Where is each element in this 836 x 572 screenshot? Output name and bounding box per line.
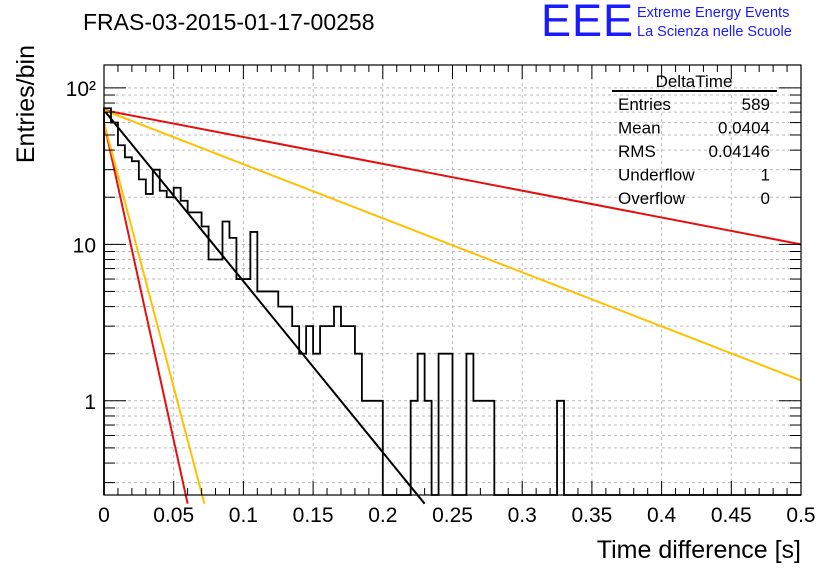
- x-tick-label: 0.4: [647, 504, 677, 527]
- x-tick-label: 0.2: [368, 504, 397, 527]
- stats-row-value: 1: [761, 166, 770, 185]
- stats-row-label: Mean: [618, 119, 661, 138]
- x-tick-label: 0.35: [571, 504, 612, 527]
- stats-row-value: 0: [761, 189, 770, 208]
- stats-row-label: Underflow: [618, 166, 695, 185]
- x-tick-label: 0.3: [508, 504, 537, 527]
- stats-row-label: Entries: [618, 95, 671, 114]
- chart-title: FRAS-03-2015-01-17-00258: [83, 9, 375, 35]
- fit-line: [103, 122, 206, 504]
- x-axis-label: Time difference [s]: [597, 536, 801, 564]
- eee-logo: EEE: [541, 0, 635, 46]
- y-axis-label: Entries/bin: [12, 45, 40, 163]
- x-tick-label: 0: [98, 504, 110, 527]
- brand-line-2: La Scienza nelle Scuole: [637, 24, 792, 40]
- stats-row-value: 589: [742, 95, 770, 114]
- tick-labels: 0 0.05 0.1 0.15 0.2 0.25 0.3 0.35 0.4 0.45 0.51101…: [66, 78, 816, 527]
- fit-lines: [103, 109, 802, 505]
- y-tick-label: 1: [84, 391, 96, 414]
- stats-row-value: 0.04146: [709, 142, 770, 161]
- stats-box: DeltaTime Entries 589 Mean 0.0404 RMS 0.04146…: [612, 72, 777, 208]
- y-tick-label: 10: [73, 234, 96, 257]
- brand-caption: Extreme Energy Events La Scienza nelle S…: [637, 4, 792, 42]
- x-tick-label: 0.5: [786, 504, 815, 527]
- x-tick-label: 0.05: [153, 504, 194, 527]
- brand-line-1: Extreme Energy Events: [637, 5, 790, 21]
- stats-row-label: Overflow: [618, 189, 686, 208]
- stats-title: DeltaTime: [656, 72, 733, 91]
- x-tick-label: 0.1: [229, 504, 258, 527]
- stats-row-label: RMS: [618, 142, 656, 161]
- fit-line: [103, 109, 802, 246]
- x-tick-label: 0.25: [432, 504, 473, 527]
- axis-ticks: [103, 65, 802, 495]
- y-tick-label: 10²: [66, 78, 96, 101]
- fit-line: [103, 109, 802, 382]
- x-tick-label: 0.45: [711, 504, 752, 527]
- eee-brand: EEE Extreme Energy Events La Scienza nel…: [541, 0, 833, 46]
- stats-row-value: 0.0404: [718, 119, 770, 138]
- fit-line: [103, 109, 426, 505]
- fit-line: [103, 122, 189, 504]
- x-tick-label: 0.15: [293, 504, 334, 527]
